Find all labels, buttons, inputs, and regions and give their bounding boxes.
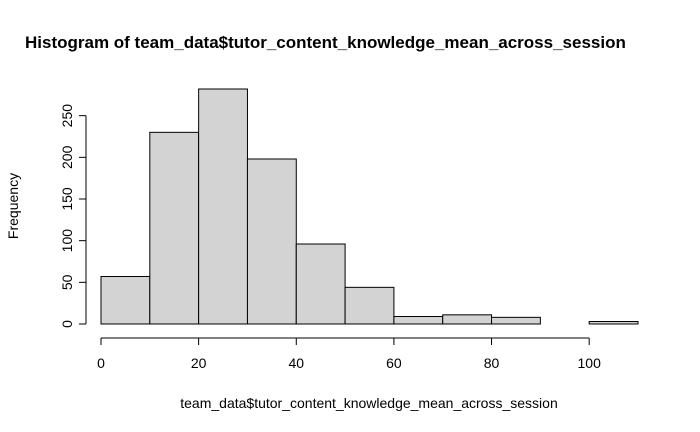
y-tick-label: 50: [59, 274, 75, 290]
x-tick-label: 60: [386, 355, 402, 371]
histogram-bar-100-110: [588, 321, 639, 325]
histogram-bar-0-10: [100, 276, 151, 325]
y-tick-label: 0: [59, 320, 75, 328]
chart-title: Histogram of team_data$tutor_content_kno…: [25, 33, 626, 52]
y-tick-label: 250: [59, 104, 75, 128]
histogram-bar-20-30: [198, 88, 248, 325]
y-tick-label: 200: [59, 145, 75, 169]
histogram-bar-80-90: [491, 316, 541, 325]
x-tick-label: 40: [288, 355, 304, 371]
y-axis-label: Frequency: [5, 173, 21, 239]
y-axis: 0 50 100 150 200 250: [59, 104, 87, 328]
x-tick-label: 20: [191, 355, 207, 371]
x-tick-label: 0: [97, 355, 105, 371]
y-tick-label: 100: [59, 229, 75, 253]
y-tick-label: 150: [59, 187, 75, 211]
x-axis-label: team_data$tutor_content_knowledge_mean_a…: [180, 395, 557, 411]
x-tick-label: 80: [484, 355, 500, 371]
histogram-bar-60-70: [393, 316, 444, 325]
histogram-bar-50-60: [344, 286, 395, 325]
x-tick-label: 100: [578, 355, 602, 371]
histogram-bar-40-50: [295, 243, 346, 325]
bars-group: [100, 88, 639, 325]
histogram-bar-10-20: [149, 131, 200, 325]
x-axis: 0 20 40 60 80 100: [97, 337, 602, 371]
histogram-bar-70-80: [442, 314, 493, 325]
histogram-bar-30-40: [246, 158, 297, 325]
